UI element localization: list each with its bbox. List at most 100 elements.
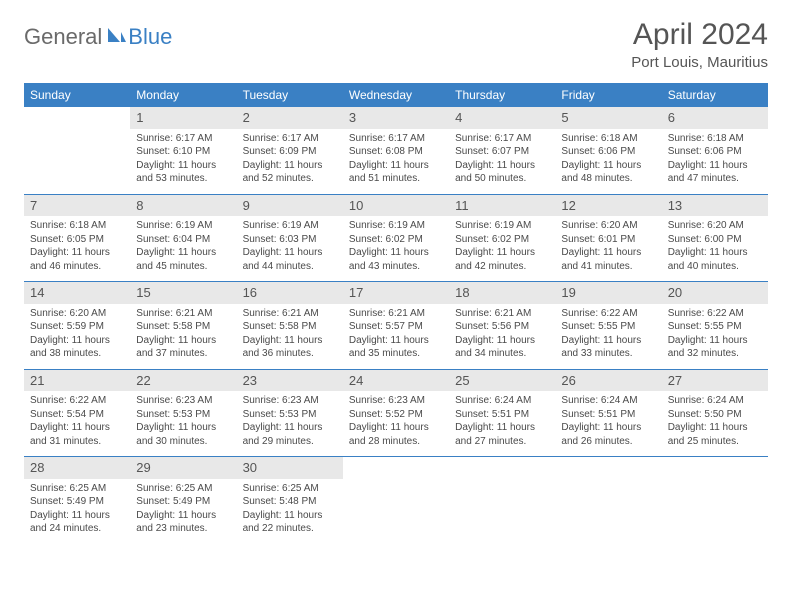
day-info-line: and 24 minutes. [30, 522, 124, 536]
day-number: 6 [662, 107, 768, 129]
calendar-day-cell: 9Sunrise: 6:19 AMSunset: 6:03 PMDaylight… [237, 194, 343, 282]
day-number: 11 [449, 195, 555, 217]
calendar-day-cell: 24Sunrise: 6:23 AMSunset: 5:52 PMDayligh… [343, 369, 449, 457]
day-info-line: Daylight: 11 hours [561, 421, 655, 435]
day-info-line: Sunset: 6:04 PM [136, 233, 230, 247]
day-info-line: Sunrise: 6:22 AM [668, 307, 762, 321]
day-info-line: Sunrise: 6:21 AM [349, 307, 443, 321]
day-info-line: Sunrise: 6:24 AM [455, 394, 549, 408]
calendar-day-cell: 23Sunrise: 6:23 AMSunset: 5:53 PMDayligh… [237, 369, 343, 457]
day-info-line: and 31 minutes. [30, 435, 124, 449]
day-number: 18 [449, 282, 555, 304]
day-info-line: Sunset: 5:53 PM [243, 408, 337, 422]
calendar-day-cell: 17Sunrise: 6:21 AMSunset: 5:57 PMDayligh… [343, 282, 449, 370]
calendar-day-cell: 15Sunrise: 6:21 AMSunset: 5:58 PMDayligh… [130, 282, 236, 370]
day-info-line: Sunset: 5:53 PM [136, 408, 230, 422]
day-info-line: Sunset: 6:02 PM [349, 233, 443, 247]
day-info-line: Sunrise: 6:20 AM [30, 307, 124, 321]
day-info-line: Sunset: 6:02 PM [455, 233, 549, 247]
calendar-day-cell: 12Sunrise: 6:20 AMSunset: 6:01 PMDayligh… [555, 194, 661, 282]
day-info-line: and 45 minutes. [136, 260, 230, 274]
day-info-line: Daylight: 11 hours [561, 246, 655, 260]
day-info-line: Daylight: 11 hours [243, 246, 337, 260]
day-info-line: Sunrise: 6:25 AM [243, 482, 337, 496]
day-info-line: Daylight: 11 hours [455, 334, 549, 348]
calendar-week-row: 7Sunrise: 6:18 AMSunset: 6:05 PMDaylight… [24, 194, 768, 282]
day-info-line: Sunrise: 6:17 AM [136, 132, 230, 146]
title-block: April 2024 Port Louis, Mauritius [631, 18, 768, 71]
day-info-line: Sunset: 5:56 PM [455, 320, 549, 334]
day-info-line: Sunrise: 6:25 AM [30, 482, 124, 496]
day-number: 17 [343, 282, 449, 304]
calendar-day-cell [662, 457, 768, 544]
day-info-line: and 35 minutes. [349, 347, 443, 361]
day-info-line: and 30 minutes. [136, 435, 230, 449]
day-info-line: Daylight: 11 hours [30, 334, 124, 348]
day-info-line: Sunset: 5:58 PM [136, 320, 230, 334]
day-info-line: and 36 minutes. [243, 347, 337, 361]
day-info-line: Daylight: 11 hours [30, 509, 124, 523]
day-info-line: Sunset: 5:58 PM [243, 320, 337, 334]
day-info-line: and 48 minutes. [561, 172, 655, 186]
day-info-line: Daylight: 11 hours [136, 334, 230, 348]
day-info-line: Sunrise: 6:20 AM [668, 219, 762, 233]
calendar-day-cell: 4Sunrise: 6:17 AMSunset: 6:07 PMDaylight… [449, 107, 555, 194]
day-info-line: and 22 minutes. [243, 522, 337, 536]
day-info-line: Sunrise: 6:17 AM [243, 132, 337, 146]
day-info-line: and 52 minutes. [243, 172, 337, 186]
weekday-header: Thursday [449, 83, 555, 107]
day-info-line: and 44 minutes. [243, 260, 337, 274]
day-info-line: Sunset: 6:00 PM [668, 233, 762, 247]
day-info-line: Sunrise: 6:24 AM [561, 394, 655, 408]
weekday-header: Sunday [24, 83, 130, 107]
day-info-line: Daylight: 11 hours [668, 159, 762, 173]
day-info-line: and 53 minutes. [136, 172, 230, 186]
day-info-line: Sunset: 5:52 PM [349, 408, 443, 422]
day-info-line: and 29 minutes. [243, 435, 337, 449]
day-info-line: Daylight: 11 hours [455, 246, 549, 260]
location-label: Port Louis, Mauritius [631, 54, 768, 71]
day-number: 10 [343, 195, 449, 217]
calendar-day-cell: 3Sunrise: 6:17 AMSunset: 6:08 PMDaylight… [343, 107, 449, 194]
day-info-line: Daylight: 11 hours [243, 421, 337, 435]
day-info-line: and 43 minutes. [349, 260, 443, 274]
day-info-line: Daylight: 11 hours [136, 159, 230, 173]
calendar-day-cell: 21Sunrise: 6:22 AMSunset: 5:54 PMDayligh… [24, 369, 130, 457]
day-number: 15 [130, 282, 236, 304]
logo-sail-icon [106, 26, 126, 49]
day-number: 7 [24, 195, 130, 217]
day-number: 26 [555, 370, 661, 392]
weekday-header: Wednesday [343, 83, 449, 107]
day-number: 23 [237, 370, 343, 392]
day-info-line: Sunrise: 6:19 AM [243, 219, 337, 233]
calendar-day-cell [449, 457, 555, 544]
day-number: 12 [555, 195, 661, 217]
day-info-line: Daylight: 11 hours [30, 421, 124, 435]
day-info-line: and 46 minutes. [30, 260, 124, 274]
day-info-line: Sunrise: 6:19 AM [349, 219, 443, 233]
day-info-line: Sunset: 6:05 PM [30, 233, 124, 247]
day-info-line: Sunrise: 6:17 AM [349, 132, 443, 146]
day-info-line: Daylight: 11 hours [668, 334, 762, 348]
day-info-line: Sunrise: 6:18 AM [561, 132, 655, 146]
day-number: 16 [237, 282, 343, 304]
day-info-line: and 28 minutes. [349, 435, 443, 449]
day-info-line: Daylight: 11 hours [561, 334, 655, 348]
day-info-line: Sunrise: 6:18 AM [668, 132, 762, 146]
day-info-line: Daylight: 11 hours [455, 159, 549, 173]
day-number: 28 [24, 457, 130, 479]
weekday-header: Monday [130, 83, 236, 107]
day-info-line: Sunrise: 6:22 AM [561, 307, 655, 321]
calendar-day-cell: 6Sunrise: 6:18 AMSunset: 6:06 PMDaylight… [662, 107, 768, 194]
day-info-line: Sunrise: 6:21 AM [243, 307, 337, 321]
calendar-table: SundayMondayTuesdayWednesdayThursdayFrid… [24, 83, 768, 544]
day-number: 29 [130, 457, 236, 479]
day-info-line: Sunrise: 6:22 AM [30, 394, 124, 408]
calendar-week-row: 28Sunrise: 6:25 AMSunset: 5:49 PMDayligh… [24, 457, 768, 544]
calendar-day-cell: 22Sunrise: 6:23 AMSunset: 5:53 PMDayligh… [130, 369, 236, 457]
calendar-week-row: 1Sunrise: 6:17 AMSunset: 6:10 PMDaylight… [24, 107, 768, 194]
day-info-line: Sunrise: 6:19 AM [136, 219, 230, 233]
day-info-line: Sunrise: 6:24 AM [668, 394, 762, 408]
day-number: 8 [130, 195, 236, 217]
day-info-line: Sunset: 6:03 PM [243, 233, 337, 247]
